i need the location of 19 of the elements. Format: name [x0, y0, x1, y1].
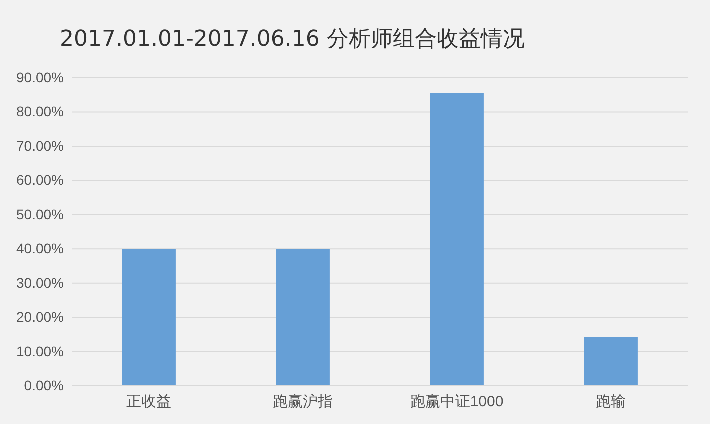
bar: [276, 249, 330, 386]
y-tick-label: 30.00%: [16, 274, 64, 291]
y-tick-label: 40.00%: [16, 240, 64, 257]
x-tick-label: 跑赢中证1000: [410, 394, 504, 411]
bar: [122, 249, 176, 386]
y-tick-label: 50.00%: [16, 206, 64, 222]
y-tick-label: 90.00%: [16, 69, 64, 86]
y-tick-label: 60.00%: [16, 172, 64, 188]
x-tick-label: 跑赢沪指: [273, 394, 333, 411]
bar: [584, 337, 638, 386]
y-tick-label: 80.00%: [16, 104, 64, 120]
y-tick-label: 20.00%: [16, 309, 64, 326]
y-tick-label: 0.00%: [24, 377, 64, 394]
x-tick-label: 正收益: [126, 394, 172, 411]
y-tick-label: 70.00%: [16, 138, 64, 154]
x-tick-label: 跑输: [596, 394, 626, 411]
y-tick-label: 10.00%: [16, 343, 64, 360]
bar: [430, 93, 484, 386]
chart-title: 2017.01.01-2017.06.16 分析师组合收益情况: [60, 27, 525, 52]
